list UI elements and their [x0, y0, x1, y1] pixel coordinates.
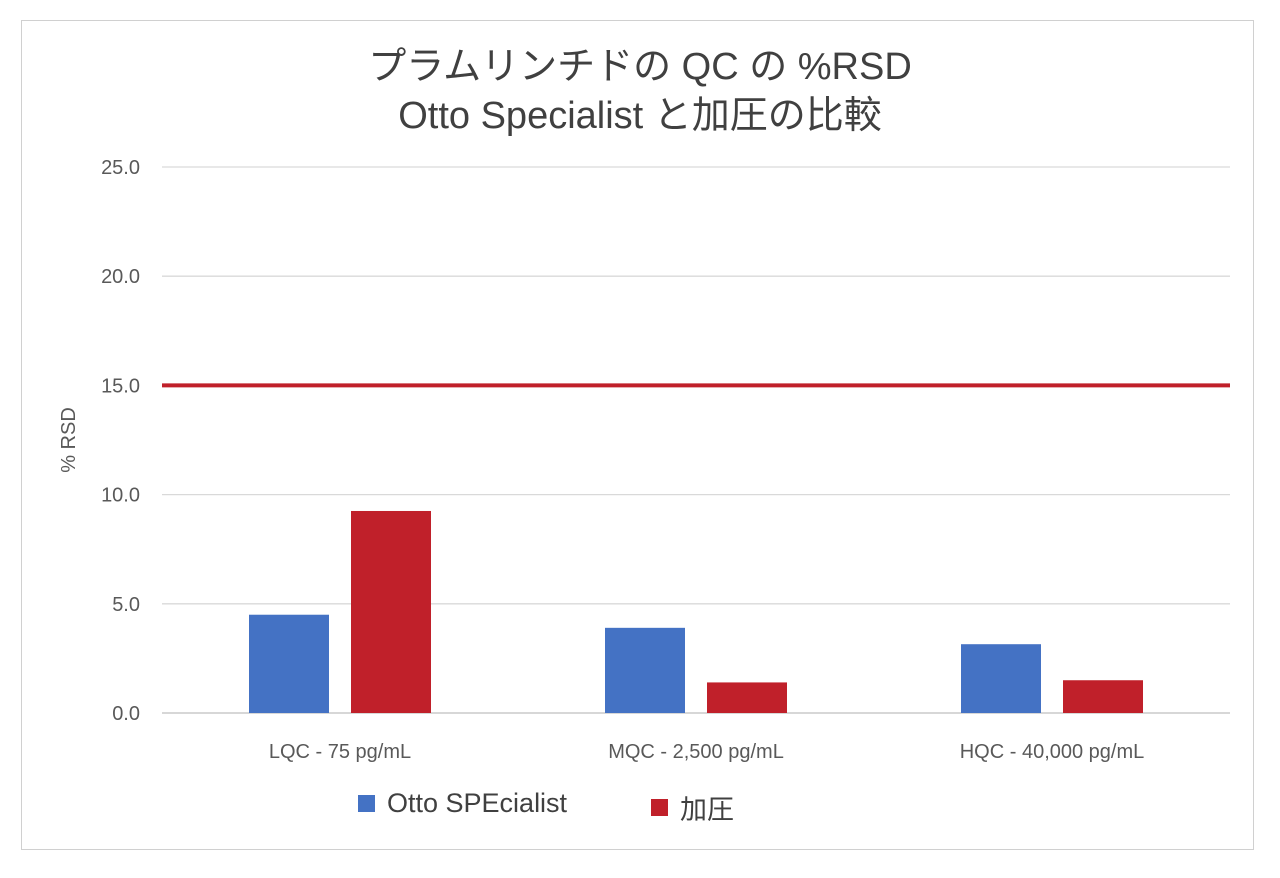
y-tick-label: 15.0	[101, 375, 140, 397]
legend-label-otto: Otto SPEcialist	[387, 788, 568, 818]
x-category-label: HQC - 40,000 pg/mL	[960, 741, 1145, 763]
x-category-label: LQC - 75 pg/mL	[269, 741, 411, 763]
legend-swatch-otto	[358, 795, 375, 812]
y-axis-label: % RSD	[58, 407, 80, 473]
y-tick-label: 20.0	[101, 266, 140, 288]
legend: Otto SPEcialist 加圧	[0, 788, 1280, 828]
y-tick-label: 10.0	[101, 485, 140, 507]
y-tick-label: 5.0	[112, 594, 140, 616]
legend-item-otto: Otto SPEcialist	[358, 788, 567, 819]
bar-otto	[961, 644, 1041, 713]
chart-subtitle: Otto Specialist と加圧の比較	[398, 95, 882, 137]
legend-swatch-pressure	[651, 799, 668, 816]
legend-label-pressure: 加圧	[680, 795, 734, 825]
y-tick-label: 0.0	[112, 703, 140, 725]
bar-pressure	[707, 682, 787, 713]
legend-item-pressure: 加圧	[651, 788, 734, 827]
bar-pressure	[1063, 680, 1143, 713]
bar-otto	[605, 627, 685, 713]
y-tick-label: 25.0	[101, 157, 140, 179]
bar-pressure	[351, 510, 431, 713]
chart-title: プラムリンチドの QC の %RSD	[368, 46, 912, 88]
x-category-label: MQC - 2,500 pg/mL	[608, 741, 784, 763]
bar-otto	[249, 614, 329, 713]
